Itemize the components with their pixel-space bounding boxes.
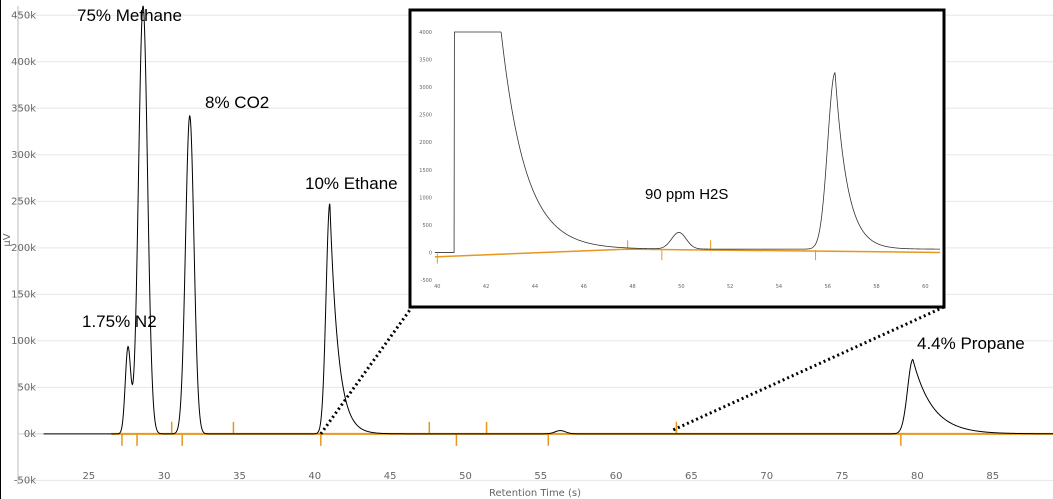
zoom-connector-left xyxy=(319,306,414,435)
y-tick-label: -50k xyxy=(14,475,36,486)
inset-x-tick-label: 54 xyxy=(776,284,782,290)
inset-x-tick-label: 48 xyxy=(629,284,635,290)
peak-label: 10% Ethane xyxy=(305,174,398,193)
inset-y-tick-label: 2500 xyxy=(419,113,432,119)
inset-x-tick-label: 44 xyxy=(532,284,538,290)
x-tick-label: 25 xyxy=(82,471,95,482)
inset-y-tick-label: 0 xyxy=(429,250,432,256)
x-tick-label: 85 xyxy=(986,471,999,482)
inset-x-tick-label: 50 xyxy=(678,284,684,290)
y-tick-label: 300k xyxy=(11,150,36,161)
x-tick-label: 30 xyxy=(158,471,171,482)
inset-y-tick-label: 500 xyxy=(422,223,432,229)
y-tick-label: 450k xyxy=(11,10,36,21)
inset-y-tick-label: 1000 xyxy=(419,195,432,201)
x-tick-label: 35 xyxy=(233,471,246,482)
peak-label: 4.4% Propane xyxy=(917,334,1025,353)
y-axis-title: µV xyxy=(2,233,13,246)
x-tick-label: 65 xyxy=(685,471,698,482)
main-x-tick-labels: 25 30 35 40 45 50 55 60 65 70 75 80 85 xyxy=(82,471,999,482)
y-tick-label: 150k xyxy=(11,289,36,300)
y-tick-label: 200k xyxy=(11,243,36,254)
inset-y-tick-labels: -500 0 500 1000 1500 2000 2500 3000 3500 4000 xyxy=(419,30,432,284)
inset-frame xyxy=(408,8,946,309)
x-tick-label: 75 xyxy=(836,471,849,482)
x-axis-title: Retention Time (s) xyxy=(489,488,581,499)
y-tick-label: 50k xyxy=(17,382,36,393)
inset-y-tick-label: -500 xyxy=(421,278,432,284)
inset-y-tick-label: 4000 xyxy=(419,30,432,36)
inset-y-tick-label: 2000 xyxy=(419,140,432,146)
inset-x-tick-label: 40 xyxy=(434,284,440,290)
y-tick-label: 350k xyxy=(11,103,36,114)
inset-plot-area xyxy=(434,31,941,264)
peak-label: 75% Methane xyxy=(77,6,182,25)
inset-x-tick-labels: 40 42 44 46 48 50 52 54 56 58 60 xyxy=(434,284,928,290)
peak-label: 1.75% N2 xyxy=(82,312,157,331)
x-tick-label: 70 xyxy=(760,471,773,482)
x-tick-label: 45 xyxy=(384,471,397,482)
inset-y-tick-label: 3500 xyxy=(419,58,432,64)
y-tick-label: 400k xyxy=(11,57,36,68)
inset-y-tick-label: 1500 xyxy=(419,168,432,174)
y-tick-label: 100k xyxy=(11,336,36,347)
inset-peak-label: 90 ppm H2S xyxy=(645,186,728,203)
inset-signal-trace xyxy=(434,31,941,253)
y-tick-label: 250k xyxy=(11,196,36,207)
x-tick-label: 80 xyxy=(911,471,924,482)
x-tick-label: 60 xyxy=(610,471,623,482)
main-plot-area xyxy=(43,5,1053,446)
inset-x-tick-label: 60 xyxy=(922,284,928,290)
x-tick-label: 50 xyxy=(459,471,472,482)
peak-annotations: 75% Methane 8% CO2 10% Ethane 1.75% N2 4.4% … xyxy=(77,6,1025,353)
inset-x-tick-label: 58 xyxy=(873,284,879,290)
inset-y-tick-label: 3000 xyxy=(419,85,432,91)
inset-x-tick-label: 46 xyxy=(581,284,587,290)
inset-x-tick-label: 52 xyxy=(727,284,733,290)
inset-x-tick-label: 56 xyxy=(825,284,831,290)
peak-label: 8% CO2 xyxy=(205,93,269,112)
zoom-connector-lines xyxy=(319,305,945,435)
main-y-tick-labels: -50k 0k 50k 100k 150k 200k 250k 300k 350k 400k 450… xyxy=(11,10,36,486)
x-tick-label: 55 xyxy=(534,471,547,482)
signal-trace xyxy=(43,5,1053,435)
x-tick-label: 40 xyxy=(308,471,321,482)
y-tick-label: 0k xyxy=(24,429,36,440)
inset-x-tick-label: 42 xyxy=(483,284,489,290)
